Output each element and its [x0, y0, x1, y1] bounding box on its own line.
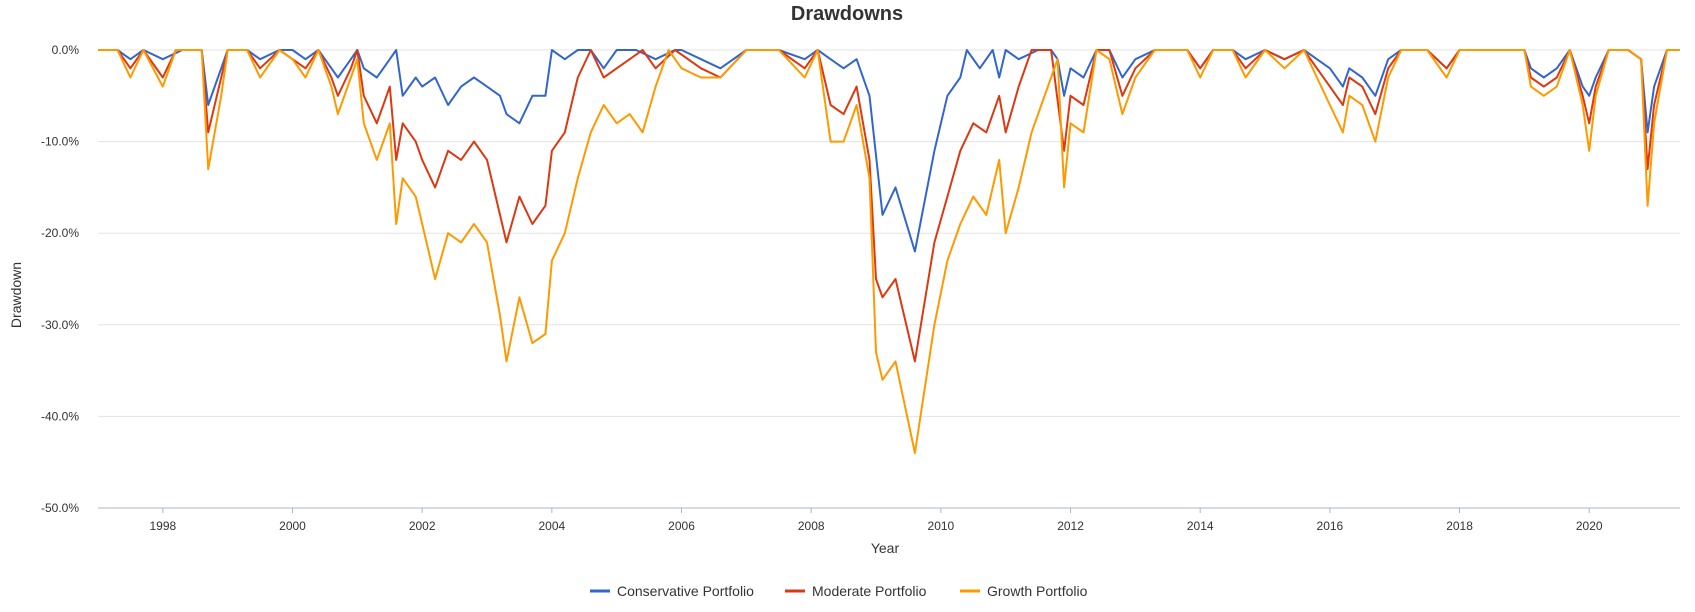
series-line-conservative-portfolio — [98, 49, 1680, 253]
legend-label-growth-portfolio: Growth Portfolio — [987, 583, 1088, 599]
x-tick-label: 1998 — [149, 519, 176, 533]
x-tick-label: 2016 — [1317, 519, 1344, 533]
y-tick-label: -40.0% — [41, 409, 79, 423]
x-tick-label: 2006 — [668, 519, 695, 533]
legend-label-conservative-portfolio: Conservative Portfolio — [617, 583, 754, 599]
legend-label-moderate-portfolio: Moderate Portfolio — [812, 583, 927, 599]
x-tick-label: 2004 — [539, 519, 566, 533]
y-tick-label: -30.0% — [41, 318, 79, 332]
series-lines — [98, 49, 1680, 454]
y-axis-ticks: 0.0% -10.0% -20.0% -30.0% -40.0% -50.0% — [41, 43, 79, 515]
x-tick-label: 2002 — [409, 519, 436, 533]
x-tick-label: 2018 — [1446, 519, 1473, 533]
x-axis-ticks: 1998 2000 2002 2004 2006 2008 2010 2012 2014 2016… — [149, 508, 1603, 533]
series-line-moderate-portfolio — [98, 49, 1680, 363]
chart-title: Drawdowns — [791, 3, 903, 25]
y-tick-label: -50.0% — [41, 501, 79, 515]
x-tick-label: 2008 — [798, 519, 825, 533]
x-tick-label: 2010 — [928, 519, 955, 533]
x-axis-label: Year — [871, 540, 900, 556]
y-tick-label: 0.0% — [52, 43, 80, 57]
series-line-growth-portfolio — [98, 49, 1680, 454]
y-axis-label: Drawdown — [8, 262, 24, 328]
x-tick-label: 2000 — [279, 519, 306, 533]
y-tick-label: -20.0% — [41, 226, 79, 240]
x-tick-label: 2020 — [1576, 519, 1603, 533]
y-tick-label: -10.0% — [41, 135, 79, 149]
x-tick-label: 2012 — [1057, 519, 1084, 533]
legend: Conservative Portfolio Moderate Portfolio… — [590, 583, 1088, 599]
x-tick-label: 2014 — [1187, 519, 1214, 533]
